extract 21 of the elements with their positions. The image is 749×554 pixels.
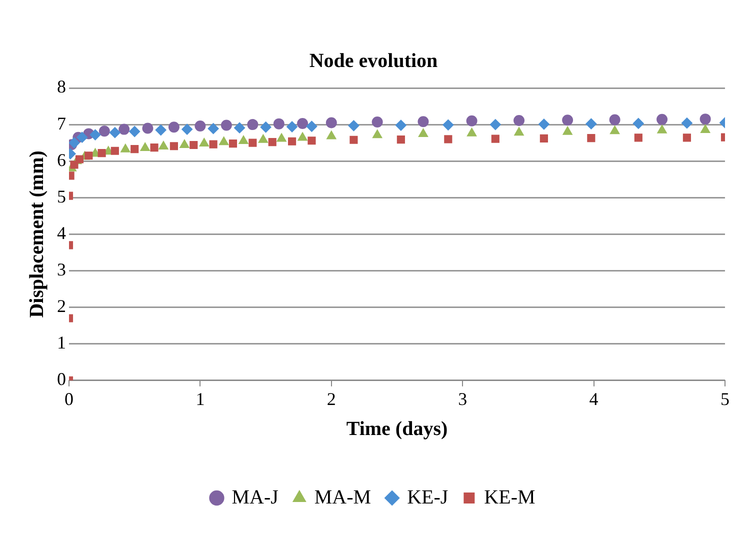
y-tick-label: 5 xyxy=(57,186,66,206)
chart-title: Node evolution xyxy=(309,50,438,72)
legend-label: KE-J xyxy=(407,486,448,508)
x-tick-label: 3 xyxy=(458,388,468,409)
legend-label: MA-J xyxy=(232,486,279,508)
y-tick-label: 1 xyxy=(57,332,66,353)
x-tick-label: 1 xyxy=(196,388,205,409)
y-tick-label: 7 xyxy=(57,113,66,134)
x-tick-label: 5 xyxy=(720,388,730,409)
y-tick-label: 0 xyxy=(57,369,66,390)
y-tick-label: 2 xyxy=(57,296,66,316)
y-axis-title: Displacement (mm) xyxy=(26,150,48,318)
y-tick-label: 6 xyxy=(57,150,66,170)
x-tick-label: 4 xyxy=(589,388,598,409)
legend-label: MA-M xyxy=(314,486,372,508)
y-tick-label: 4 xyxy=(57,222,66,243)
y-tick-label: 8 xyxy=(57,76,66,97)
x-tick-label: 2 xyxy=(326,388,336,409)
y-tick-label: 3 xyxy=(57,259,66,280)
legend-label: KE-M xyxy=(484,486,536,508)
x-axis-title: Time (days) xyxy=(346,418,448,440)
